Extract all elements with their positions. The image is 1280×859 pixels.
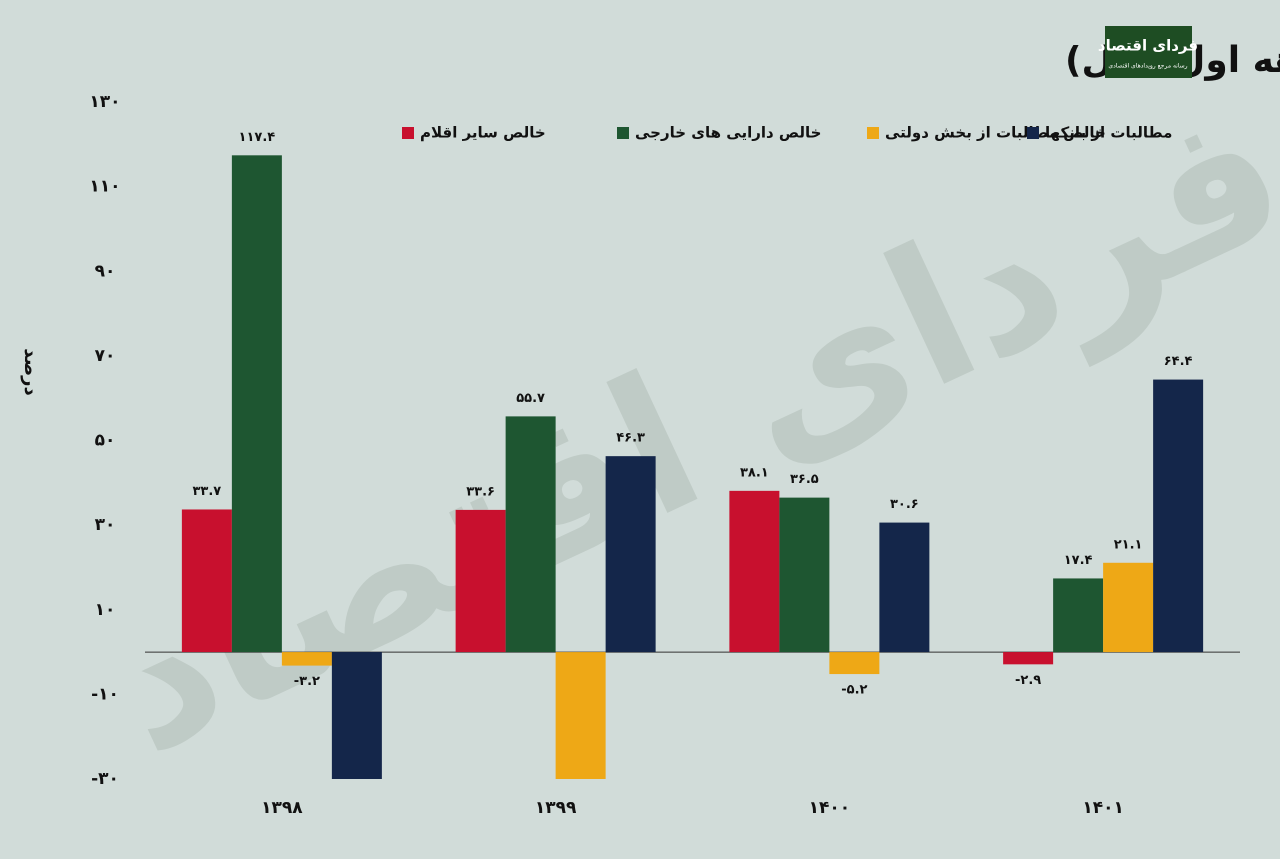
logo-subtitle: رسانه مرجع رویدادهای اقتصادی [1108,63,1187,70]
legend-label: مطالبات از بانکها [1045,124,1172,142]
bar [779,497,830,653]
y-tick-label: ۷۰ [95,346,116,366]
value-label: -۵.۲ [841,683,867,698]
x-tick-label: ۱۴۰۱ [1082,798,1124,818]
value-label: ۶۴.۴ [1164,354,1193,369]
y-tick-label: -۳۰ [91,769,119,789]
value-label: ۱۷.۴ [1064,553,1093,568]
bar [505,416,556,653]
legend-swatch [867,127,879,139]
value-label: ۳۰.۶ [890,497,919,512]
value-label: ۳۸.۱ [740,465,769,480]
value-label: ۲۱.۱ [1114,537,1143,552]
bar [231,155,282,653]
legend-label: خالص مطالبات از بخش دولتی [885,124,1106,142]
bar [729,490,780,653]
value-label: ۴۶.۳ [616,431,645,446]
bar [1103,562,1154,653]
x-tick-label: ۱۳۹۹ [535,798,577,818]
value-label: -۳.۲ [294,674,320,689]
bar [1153,379,1204,653]
bar [331,652,382,779]
y-tick-label: ۵۰ [95,431,116,451]
bar [555,652,606,779]
bar [829,652,880,675]
value-label: ۳۳.۶ [466,484,495,499]
bar [281,652,332,666]
y-tick-label: ۹۰ [95,261,116,281]
y-tick-label: ۳۰ [95,515,116,535]
y-tick-label: ۱۳۰ [89,92,120,112]
bar [1003,652,1054,665]
legend-label: خالص دارایی های خارجی [635,124,821,142]
y-tick-label: ۱۱۰ [89,177,120,197]
legend-swatch [1027,127,1039,139]
y-tick-label: ۱۰ [95,600,116,620]
value-label: -۲.۹ [1015,673,1041,688]
legend-swatch [402,127,414,139]
value-label: ۳۶.۵ [790,472,819,487]
logo-title: فردای اقتصاد [1098,37,1198,55]
bar [181,509,232,653]
bar [1053,578,1104,653]
logo-box [1105,26,1192,78]
legend-swatch [617,127,629,139]
value-label: ۳۳.۷ [193,484,222,499]
bar [879,522,930,653]
y-axis-label: درصد [20,348,41,395]
value-label: ۱۱۷.۴ [239,130,276,145]
bar [605,456,656,653]
value-label: ۵۵.۷ [516,391,545,406]
bar [455,509,506,653]
x-tick-label: ۱۴۰۰ [809,798,851,818]
y-tick-label: -۱۰ [91,684,119,704]
x-tick-label: ۱۳۹۸ [261,798,303,818]
legend-label: خالص سایر اقلام [420,124,546,142]
